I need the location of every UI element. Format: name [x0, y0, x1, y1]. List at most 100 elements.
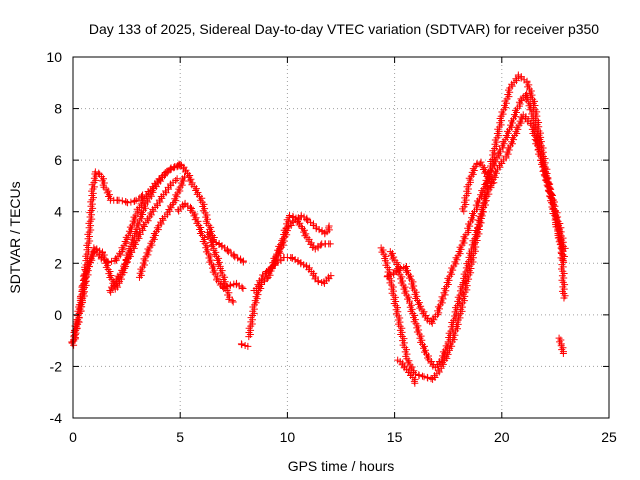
series-track-12: [262, 254, 335, 287]
x-tick-label: 25: [601, 429, 617, 445]
x-tick-label: 10: [280, 429, 296, 445]
data-point: [238, 283, 246, 291]
series-track-05: [135, 173, 188, 281]
data-point: [166, 207, 174, 215]
data-point: [182, 166, 190, 174]
data-point: [244, 342, 252, 350]
data-point: [327, 272, 335, 280]
data-point: [297, 260, 305, 268]
x-tick-label: 5: [176, 429, 184, 445]
series-track-18: [555, 334, 567, 358]
data-point: [289, 217, 297, 225]
data-point: [296, 219, 304, 227]
data-point: [518, 97, 526, 105]
data-point: [259, 271, 267, 279]
y-tick-label: 8: [54, 101, 62, 117]
data-point: [91, 168, 99, 176]
data-point: [428, 319, 436, 327]
data-point: [124, 199, 132, 207]
data-point: [175, 185, 183, 193]
data-point: [172, 177, 180, 185]
series-track-15: [386, 111, 569, 372]
data-point: [312, 225, 320, 233]
data-point: [238, 341, 246, 349]
data-point: [131, 197, 139, 205]
y-tick-label: 6: [54, 152, 62, 168]
data-point: [213, 274, 221, 282]
data-point: [118, 197, 126, 205]
data-point: [286, 211, 294, 219]
data-point: [271, 260, 279, 268]
data-point: [424, 374, 432, 382]
data-point: [153, 224, 161, 232]
data-point: [239, 258, 247, 266]
series-track-13: [377, 71, 568, 383]
chart-title: Day 133 of 2025, Sidereal Day-to-day VTE…: [89, 21, 599, 37]
x-tick-label: 15: [387, 429, 403, 445]
data-point: [134, 207, 142, 215]
data-point: [229, 298, 237, 306]
data-point: [420, 373, 428, 381]
data-point: [226, 281, 234, 289]
x-tick-label: 20: [494, 429, 510, 445]
y-tick-label: 2: [54, 255, 62, 271]
data-point: [297, 223, 305, 231]
data-point: [239, 284, 247, 292]
y-tick-label: 0: [54, 307, 62, 323]
data-point: [116, 251, 124, 259]
data-point: [112, 256, 120, 264]
y-tick-label: 10: [46, 49, 62, 65]
data-point: [147, 211, 155, 219]
y-tick-label: -2: [50, 358, 63, 374]
data-point: [180, 173, 188, 181]
data-point: [304, 217, 312, 225]
data-point: [277, 255, 285, 263]
data-point: [231, 253, 239, 261]
data-point: [169, 200, 177, 208]
tick-layer: 0 5 10 15 20 25 -4 -2 0 2 4 6 8 10: [46, 49, 617, 445]
data-point: [317, 241, 325, 249]
data-point: [427, 375, 435, 383]
data-point: [95, 169, 103, 177]
data-point: [526, 120, 534, 128]
y-axis-title: SDTVAR / TECUs: [7, 181, 23, 293]
data-point: [490, 179, 498, 187]
x-axis-title: GPS time / hours: [288, 458, 395, 474]
data-point: [516, 100, 524, 108]
data-point: [556, 338, 564, 346]
data-point: [167, 164, 175, 172]
data-point: [559, 350, 567, 358]
series-track-07: [174, 199, 247, 292]
data-point: [326, 240, 334, 248]
data-point: [558, 346, 566, 354]
data-point: [424, 354, 431, 362]
data-point: [418, 372, 426, 380]
series-track-04: [106, 175, 181, 296]
series-track-16: [394, 356, 419, 387]
data-point: [384, 272, 392, 280]
data-point: [108, 285, 116, 293]
data-point: [517, 74, 525, 82]
plot-frame: [72, 56, 610, 419]
data-point: [411, 379, 419, 387]
data-point: [325, 222, 333, 230]
series-track-14: [383, 90, 569, 327]
series-track-08: [203, 228, 237, 306]
data-point: [93, 246, 101, 254]
data-point: [288, 255, 296, 263]
data-point: [167, 204, 175, 212]
data-point: [171, 163, 179, 171]
series-track-17: [458, 158, 498, 215]
y-tick-label: 4: [54, 204, 62, 220]
data-point: [407, 370, 415, 378]
x-tick-label: 0: [69, 429, 77, 445]
data-point: [223, 246, 231, 254]
data-point: [217, 279, 225, 287]
data-point: [303, 216, 311, 224]
data-point: [225, 295, 233, 303]
data-point: [473, 159, 481, 167]
data-layer: [68, 71, 569, 387]
data-point: [230, 252, 238, 260]
